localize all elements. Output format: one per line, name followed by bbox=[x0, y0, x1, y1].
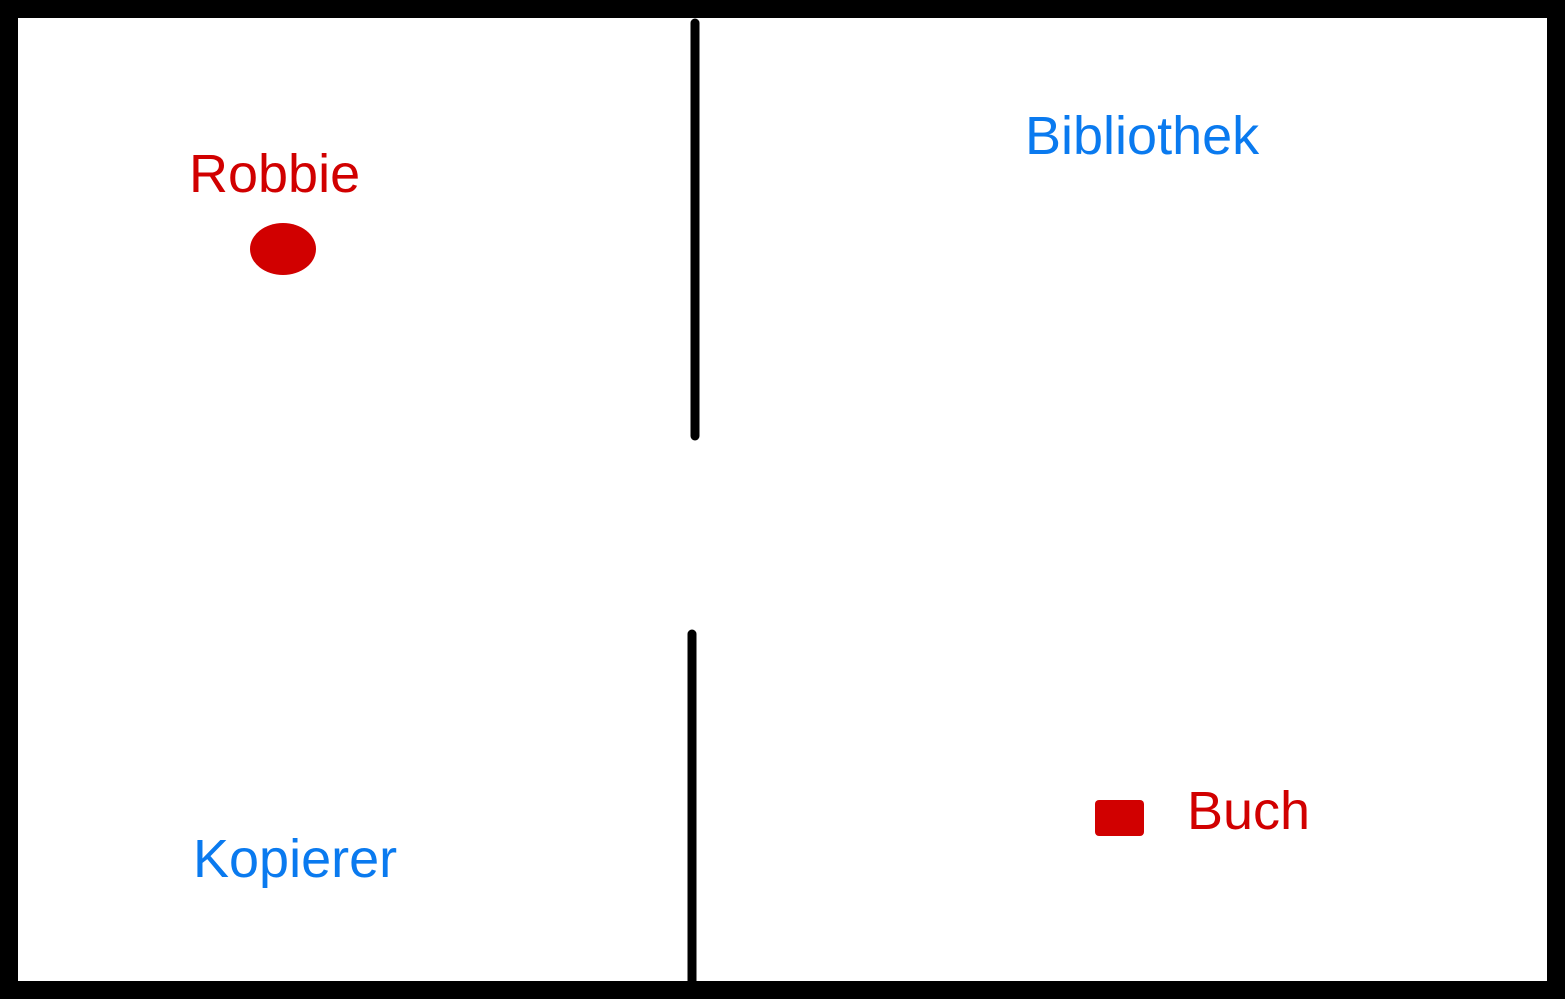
book-marker bbox=[1095, 800, 1144, 836]
robot-label: Robbie bbox=[189, 144, 360, 204]
room-label-copier: Kopierer bbox=[193, 829, 397, 889]
room-label-library: Bibliothek bbox=[1025, 106, 1260, 166]
book-label: Buch bbox=[1187, 781, 1310, 841]
robot-marker bbox=[250, 223, 316, 275]
